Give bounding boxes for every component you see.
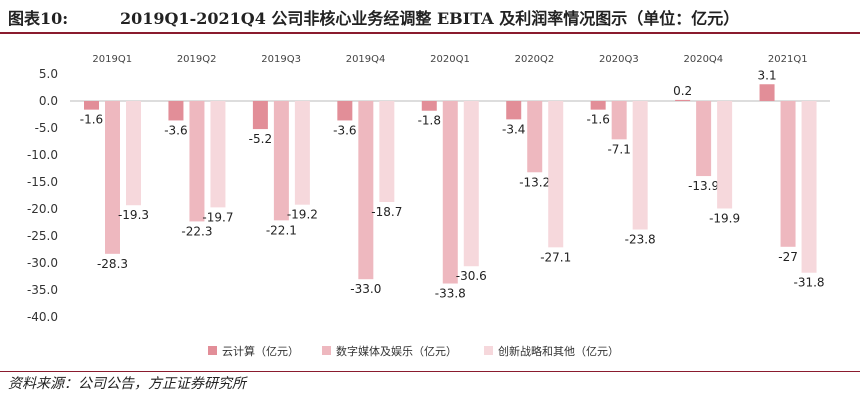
bar bbox=[506, 101, 522, 120]
data-label: -1.8 bbox=[418, 114, 441, 128]
y-tick-label: -30.0 bbox=[27, 256, 58, 270]
legend-swatch bbox=[322, 346, 331, 355]
bar bbox=[252, 101, 268, 130]
category-label: 2019Q2 bbox=[177, 54, 217, 65]
bar bbox=[463, 101, 479, 267]
bar bbox=[337, 101, 353, 121]
data-label: -22.3 bbox=[181, 224, 212, 238]
legend-label: 创新战略和其他（亿元） bbox=[498, 344, 619, 358]
chart-title: 图表10: 2019Q1-2021Q4 公司非核心业务经调整 EBITA 及利润… bbox=[8, 4, 852, 30]
category-label: 2021Q1 bbox=[768, 54, 808, 65]
bar bbox=[590, 101, 606, 110]
bar bbox=[759, 84, 775, 101]
data-label: -3.6 bbox=[333, 123, 356, 137]
bar bbox=[358, 101, 374, 280]
title-text: 2019Q1-2021Q4 公司非核心业务经调整 EBITA 及利润率情况图示（… bbox=[120, 9, 740, 28]
bar bbox=[379, 101, 395, 202]
data-label: -23.8 bbox=[625, 233, 656, 247]
data-label: -27.1 bbox=[540, 250, 571, 264]
bar bbox=[105, 101, 120, 254]
data-label: -33.0 bbox=[350, 282, 381, 296]
bottom-rule bbox=[0, 371, 860, 372]
data-label: -19.3 bbox=[118, 208, 149, 222]
bar bbox=[168, 101, 184, 121]
data-label: -13.2 bbox=[519, 175, 550, 189]
category-label: 2020Q1 bbox=[430, 54, 470, 65]
bar bbox=[675, 99, 691, 101]
data-label: -30.6 bbox=[456, 269, 487, 283]
legend-swatch bbox=[484, 346, 493, 355]
data-label: -27 bbox=[778, 250, 798, 264]
y-tick-label: -35.0 bbox=[27, 283, 58, 297]
bar bbox=[780, 101, 796, 247]
data-label: -3.4 bbox=[502, 122, 525, 136]
data-label: -31.8 bbox=[794, 276, 825, 290]
category-label: 2019Q1 bbox=[92, 54, 132, 65]
y-tick-label: -15.0 bbox=[27, 175, 58, 189]
bar bbox=[210, 101, 226, 208]
category-label: 2019Q4 bbox=[346, 54, 386, 65]
category-label: 2019Q3 bbox=[261, 54, 301, 65]
bar bbox=[189, 101, 205, 222]
data-label: -1.6 bbox=[80, 113, 103, 127]
data-label: 3.1 bbox=[758, 68, 777, 82]
data-label: -3.6 bbox=[164, 123, 187, 137]
legend-label: 云计算（亿元） bbox=[222, 344, 299, 358]
bar bbox=[273, 101, 289, 221]
legend-label: 数字媒体及娱乐（亿元） bbox=[336, 344, 457, 358]
data-label: -5.2 bbox=[249, 132, 272, 146]
bar bbox=[126, 101, 141, 206]
bar bbox=[421, 101, 437, 111]
bar bbox=[527, 101, 543, 173]
data-label: -19.9 bbox=[709, 211, 740, 225]
bar bbox=[548, 101, 564, 248]
y-tick-label: 5.0 bbox=[39, 67, 58, 81]
top-rule bbox=[0, 32, 860, 34]
y-tick-label: -20.0 bbox=[27, 202, 58, 216]
y-tick-label: 0.0 bbox=[39, 94, 58, 108]
bar bbox=[294, 101, 310, 205]
data-label: -28.3 bbox=[97, 257, 128, 271]
data-label: -19.7 bbox=[202, 210, 233, 224]
bar bbox=[611, 101, 627, 140]
category-label: 2020Q3 bbox=[599, 54, 639, 65]
y-tick-label: -10.0 bbox=[27, 148, 58, 162]
data-label: -19.2 bbox=[287, 208, 318, 222]
bar-chart: 5.0 0.0 -5.0 -10.0 -15.0 -20.0 -25.0 -30.0 -35.0… bbox=[27, 54, 830, 358]
y-tick-label: -5.0 bbox=[35, 121, 58, 135]
bar bbox=[84, 101, 99, 110]
data-label: -7.1 bbox=[607, 142, 630, 156]
y-tick-label: -25.0 bbox=[27, 229, 58, 243]
bar bbox=[696, 101, 712, 177]
data-label: 0.2 bbox=[673, 84, 692, 98]
data-label: -22.1 bbox=[266, 223, 297, 237]
bar bbox=[801, 101, 817, 273]
bar bbox=[632, 101, 648, 230]
data-label: -1.6 bbox=[586, 113, 609, 127]
legend-swatch bbox=[208, 346, 217, 355]
y-tick-label: -40.0 bbox=[27, 310, 58, 324]
data-label: -33.8 bbox=[435, 287, 466, 301]
data-label: -13.9 bbox=[688, 179, 719, 193]
category-label: 2020Q4 bbox=[683, 54, 723, 65]
figure-number: 图表10: bbox=[8, 9, 69, 28]
source-note: 资料来源：公司公告，方正证券研究所 bbox=[8, 376, 246, 392]
data-label: -18.7 bbox=[371, 205, 402, 219]
category-label: 2020Q2 bbox=[515, 54, 555, 65]
bar bbox=[442, 101, 458, 284]
bar bbox=[717, 101, 733, 209]
